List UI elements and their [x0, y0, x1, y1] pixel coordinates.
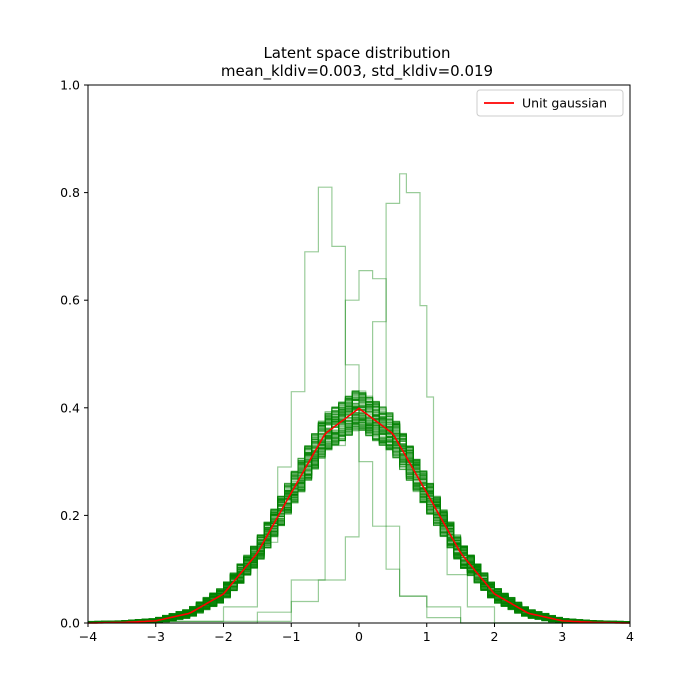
histogram-step-line	[88, 413, 630, 624]
histogram-step-line	[88, 390, 630, 624]
histogram-step-line	[87, 406, 630, 624]
histogram-step-line	[87, 390, 631, 624]
histogram-step-line	[87, 396, 630, 624]
histogram-step-line	[87, 401, 631, 624]
histogram-step-line	[88, 398, 630, 624]
histogram-step-line	[87, 397, 631, 624]
axes: −4 −3 −2 −1 0 1 2 3 4 0.0 0.2 0.4 0.6 0.8 1.0	[60, 78, 634, 645]
histogram-step-line	[88, 402, 631, 624]
y-tick-label: 0.2	[60, 508, 80, 523]
histogram-step-line	[87, 392, 630, 624]
histogram-step-line	[87, 400, 631, 624]
histogram-step-line	[87, 406, 630, 624]
histogram-step-line	[87, 400, 630, 624]
histogram-step-line	[87, 401, 631, 624]
histogram-outlier-step-line	[87, 173, 630, 624]
histogram-step-line	[88, 403, 631, 624]
histogram-step-line	[88, 399, 630, 624]
histogram-step-line	[88, 399, 630, 624]
histogram-step-line	[88, 398, 631, 624]
legend-label: Unit gaussian	[522, 96, 607, 111]
x-tick-label: −3	[147, 629, 165, 644]
histogram-step-line	[88, 400, 631, 624]
histogram-step-line	[87, 391, 631, 624]
histogram-step-line	[88, 393, 631, 624]
histogram-step-line	[88, 407, 631, 624]
histogram-step-line	[88, 391, 631, 624]
histogram-step-line	[88, 394, 630, 624]
plot-title: Latent space distribution mean_kldiv=0.0…	[221, 44, 493, 81]
histogram-step-line	[88, 407, 630, 624]
y-tick-label: 0.0	[60, 616, 80, 631]
histogram-step-line	[87, 397, 630, 624]
x-tick-label: 0	[355, 629, 363, 644]
histogram-step-line	[88, 402, 631, 624]
histogram-step-line	[88, 401, 631, 624]
histogram-step-line	[88, 401, 630, 624]
histogram-step-line	[88, 395, 630, 624]
x-tick-label: 4	[626, 629, 634, 644]
y-tick-label: 0.8	[60, 185, 80, 200]
histogram-step-line	[87, 393, 631, 624]
histogram-step-line	[87, 390, 631, 624]
chart-title: Latent space distribution	[263, 44, 450, 62]
histogram-step-line	[87, 402, 630, 624]
histogram-step-line	[88, 395, 630, 624]
y-tick-label: 0.4	[60, 400, 80, 415]
histogram-layer	[87, 173, 631, 624]
histogram-step-line	[87, 397, 630, 624]
histogram-step-line	[88, 394, 630, 624]
histogram-step-line	[88, 395, 631, 624]
histogram-outlier-step-line	[88, 270, 630, 624]
histogram-step-line	[87, 396, 630, 624]
histogram-step-line	[88, 396, 631, 624]
histogram-step-line	[88, 402, 630, 624]
x-tick-label: 3	[558, 629, 566, 644]
histogram-step-line	[87, 392, 631, 624]
histogram-step-line	[87, 409, 630, 624]
x-tick-label: 2	[491, 629, 499, 644]
histogram-step-line	[87, 400, 631, 624]
histogram-step-line	[87, 408, 631, 624]
x-tick-label: 1	[423, 629, 431, 644]
plot-frame	[87, 84, 631, 624]
histogram-step-line	[87, 392, 630, 624]
histogram-step-line	[88, 397, 631, 624]
histogram-step-line	[87, 396, 630, 624]
histogram-step-line	[87, 399, 631, 624]
histogram-step-line	[88, 398, 631, 624]
histogram-step-line	[87, 406, 631, 624]
histogram-step-line	[88, 397, 630, 624]
y-tick-label: 0.6	[60, 293, 80, 308]
legend: Unit gaussian	[476, 89, 624, 117]
unit-gaussian-line	[88, 407, 630, 624]
x-tick-label: −2	[214, 629, 232, 644]
histogram-step-line	[87, 397, 631, 624]
histogram-outlier-step-line	[88, 186, 630, 624]
histogram-step-line	[88, 405, 631, 624]
histogram-step-line	[88, 407, 631, 624]
x-tick-label: −1	[282, 629, 300, 644]
gaussian-curve-layer	[88, 407, 630, 624]
chart-subtitle: mean_kldiv=0.003, std_kldiv=0.019	[221, 62, 493, 81]
histogram-step-line	[88, 392, 630, 624]
histogram-step-line	[88, 396, 631, 624]
legend-box	[476, 89, 624, 117]
histogram-step-line	[87, 410, 630, 624]
histogram-step-line	[88, 399, 631, 624]
histogram-step-line	[87, 397, 631, 624]
histogram-step-line	[88, 413, 630, 624]
histogram-step-line	[87, 393, 630, 624]
y-tick-label: 1.0	[60, 78, 80, 93]
histogram-step-line	[87, 402, 631, 624]
histogram-step-line	[87, 399, 631, 624]
x-tick-label: −4	[79, 629, 97, 644]
histogram-step-line	[87, 390, 630, 624]
histogram-step-line	[87, 396, 630, 624]
